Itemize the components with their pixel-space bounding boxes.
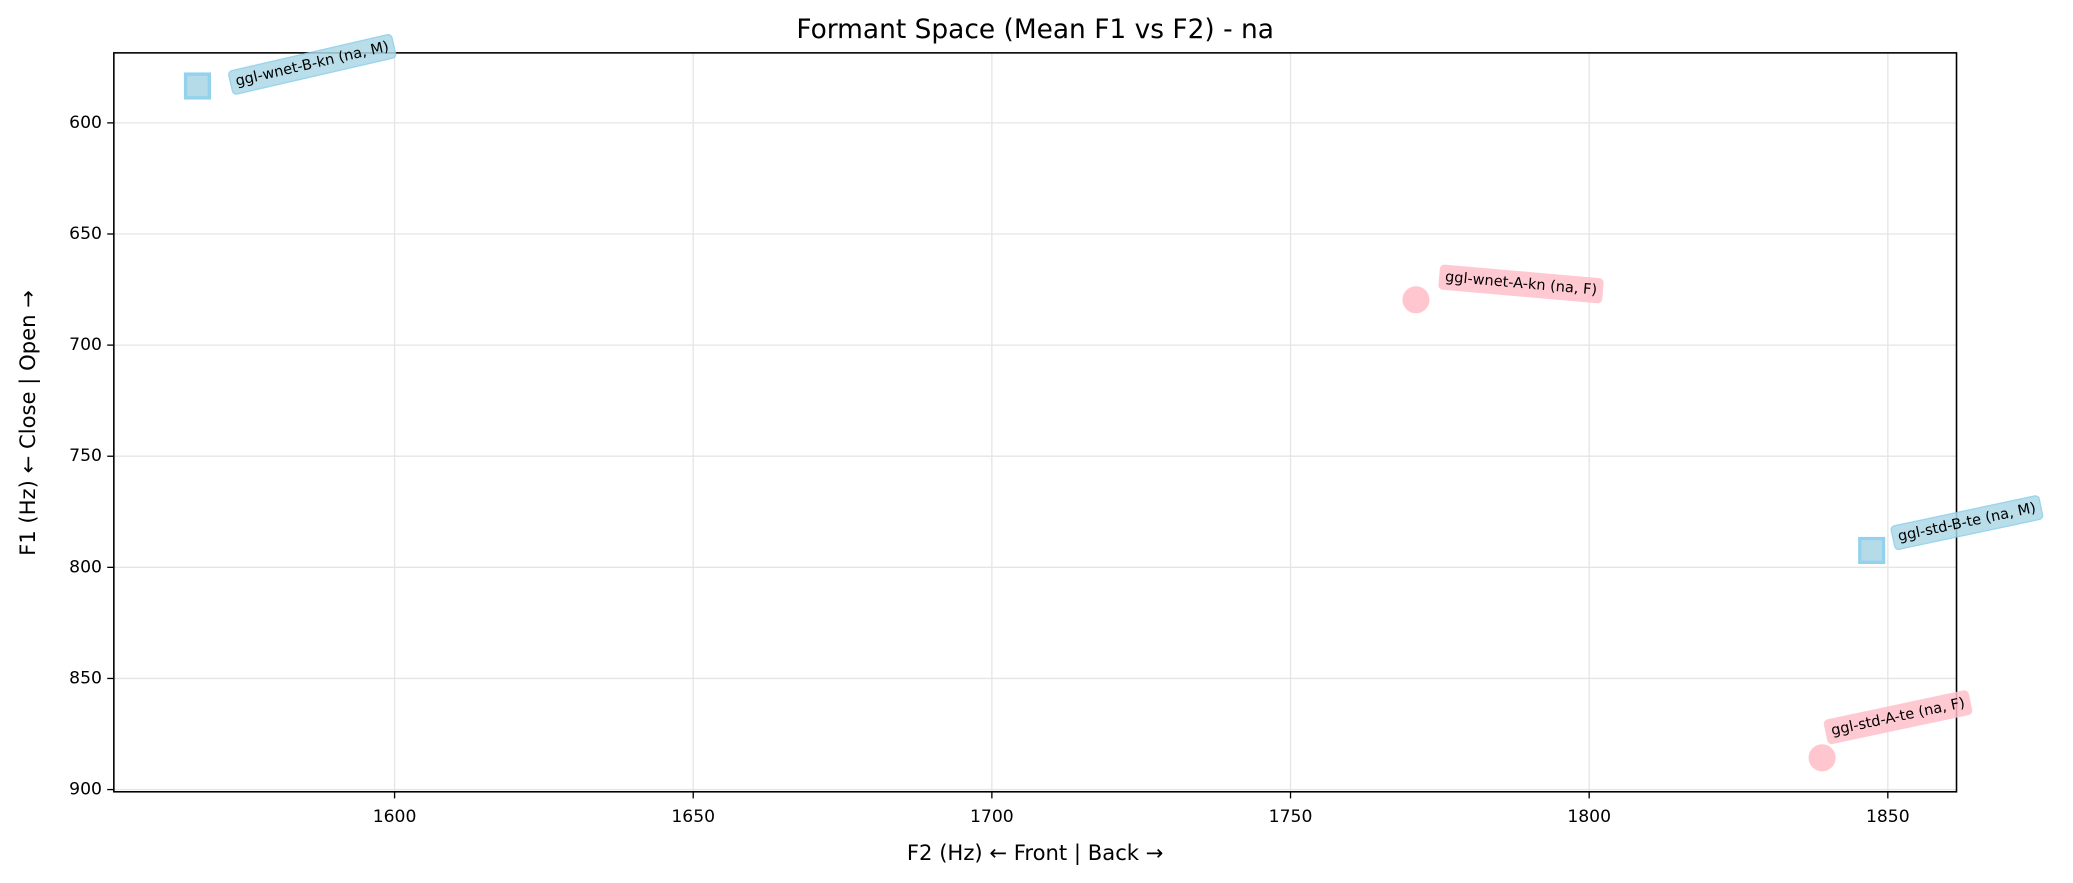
annotation: ggl-wnet-B-kn (na, M) — [228, 34, 397, 95]
x-tick-label: 1600 — [373, 807, 417, 827]
marker — [1402, 286, 1430, 314]
annotation: ggl-std-B-te (na, M) — [1890, 495, 2044, 550]
y-tick-label: 650 — [69, 224, 102, 244]
annotation-box — [1890, 495, 2044, 550]
x-axis-label: F2 (Hz) ← Front | Back → — [907, 840, 1164, 866]
annotation: ggl-wnet-A-kn (na, F) — [1438, 264, 1604, 304]
y-tick-label: 900 — [69, 780, 102, 800]
x-tick-label: 1750 — [1269, 807, 1313, 827]
annotation-box — [1823, 690, 1973, 745]
x-tick-label: 1850 — [1866, 807, 1910, 827]
y-tick-label: 700 — [69, 335, 102, 355]
chart-title: Formant Space (Mean F1 vs F2) - na — [796, 14, 1274, 45]
marker — [1808, 744, 1836, 772]
marker — [1858, 536, 1886, 564]
y-tick-label: 600 — [69, 113, 102, 133]
annotation: ggl-std-A-te (na, F) — [1823, 690, 1973, 745]
plot-frame — [113, 52, 1958, 793]
marker — [183, 72, 212, 100]
x-tick-label: 1800 — [1567, 807, 1611, 827]
y-tick-label: 750 — [69, 446, 102, 466]
x-tick-label: 1650 — [671, 807, 715, 827]
y-tick-label: 800 — [69, 557, 102, 577]
annotation-box — [1438, 264, 1604, 304]
x-tick-label: 1700 — [970, 807, 1014, 827]
y-axis-label: F1 (Hz) ← Close | Open → — [15, 290, 41, 556]
annotation-box — [228, 34, 397, 95]
y-tick-label: 850 — [69, 668, 102, 688]
